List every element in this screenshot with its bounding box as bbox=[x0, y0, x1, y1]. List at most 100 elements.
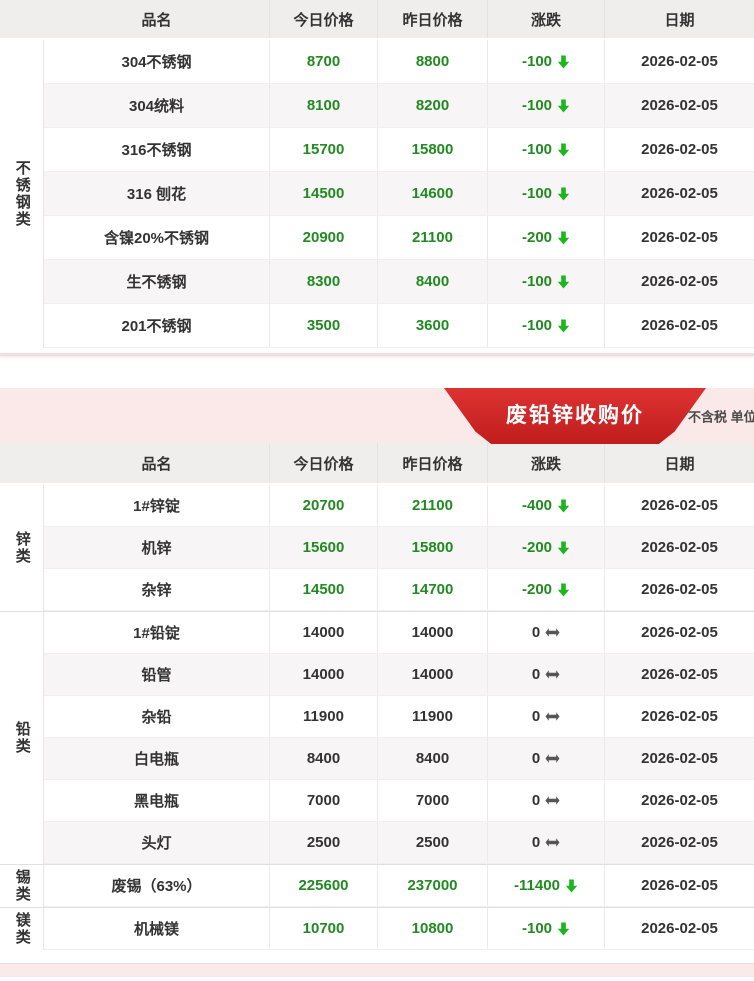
group-rows: 1#铅锭 14000 14000 0 2026-02-05 铅管 14000 14000 0 20… bbox=[44, 612, 754, 864]
section-title: 废铅锌收购价 bbox=[506, 404, 644, 427]
yesterday-price-cell: 21100 bbox=[378, 216, 488, 259]
section-banner: 废铅锌收购价 不含税 单位 bbox=[0, 388, 754, 444]
table-header: 品名 今日价格 昨日价格 涨跌 日期 bbox=[0, 0, 754, 38]
yesterday-price-cell: 15800 bbox=[378, 527, 488, 568]
change-value: 0 bbox=[531, 708, 541, 725]
change-value: 0 bbox=[531, 666, 541, 683]
change-cell: -200 bbox=[488, 216, 605, 259]
today-price-cell: 20700 bbox=[270, 485, 378, 526]
tax-unit-note: 不含税 单位 bbox=[688, 409, 754, 424]
product-name-cell: 1#锌锭 bbox=[44, 485, 270, 526]
product-name-cell: 生不锈钢 bbox=[44, 260, 270, 303]
yesterday-price-cell: 14000 bbox=[378, 612, 488, 653]
change-cell: -100 bbox=[488, 260, 605, 303]
today-price-cell: 14500 bbox=[270, 569, 378, 610]
flat-arrow-icon bbox=[545, 838, 560, 847]
group-rows: 304不锈钢 8700 8800 -100 2026-02-05 304统料 8100 820… bbox=[44, 40, 754, 348]
table-row: 白电瓶 8400 8400 0 2026-02-05 bbox=[44, 738, 754, 780]
change-value: -11400 bbox=[514, 877, 560, 894]
product-name-cell: 201不锈钢 bbox=[44, 304, 270, 347]
down-arrow-icon bbox=[557, 99, 570, 112]
down-arrow-icon bbox=[557, 187, 570, 200]
change-cell: 0 bbox=[488, 780, 605, 821]
yesterday-price-cell: 14000 bbox=[378, 654, 488, 695]
table-row: 304统料 8100 8200 -100 2026-02-05 bbox=[44, 84, 754, 128]
product-name-cell: 1#铅锭 bbox=[44, 612, 270, 653]
change-cell: 0 bbox=[488, 696, 605, 737]
table-row: 机锌 15600 15800 -200 2026-02-05 bbox=[44, 527, 754, 569]
header-spacer bbox=[0, 0, 44, 38]
table-body: 锌类 1#锌锭 20700 21100 -400 2026-02-05 机锌 15600 158… bbox=[0, 485, 754, 950]
flat-arrow-icon bbox=[545, 712, 560, 721]
product-name-cell: 机锌 bbox=[44, 527, 270, 568]
down-arrow-icon bbox=[557, 55, 570, 68]
yesterday-price-cell: 8400 bbox=[378, 260, 488, 303]
date-cell: 2026-02-05 bbox=[641, 920, 718, 937]
date-cell: 2026-02-05 bbox=[641, 497, 718, 514]
table-row: 1#锌锭 20700 21100 -400 2026-02-05 bbox=[44, 485, 754, 527]
product-name-cell: 头灯 bbox=[44, 822, 270, 863]
table-body: 不锈钢类 304不锈钢 8700 8800 -100 2026-02-05 304统料 810… bbox=[0, 40, 754, 348]
col-header-yesterday: 昨日价格 bbox=[378, 0, 488, 38]
date-cell: 2026-02-05 bbox=[641, 877, 718, 894]
change-value: 0 bbox=[531, 750, 541, 767]
col-header-change: 涨跌 bbox=[488, 0, 605, 38]
today-price-cell: 10700 bbox=[270, 908, 378, 949]
change-value: -100 bbox=[521, 317, 553, 334]
product-name-cell: 白电瓶 bbox=[44, 738, 270, 779]
table-row: 黑电瓶 7000 7000 0 2026-02-05 bbox=[44, 780, 754, 822]
yesterday-price-cell: 14600 bbox=[378, 172, 488, 215]
down-arrow-icon bbox=[557, 231, 570, 244]
change-cell: -11400 bbox=[488, 865, 605, 906]
date-cell: 2026-02-05 bbox=[641, 141, 718, 158]
category-group: 锌类 1#锌锭 20700 21100 -400 2026-02-05 机锌 15600 158… bbox=[0, 485, 754, 611]
category-sidebar: 铅类 bbox=[0, 612, 44, 864]
date-cell: 2026-02-05 bbox=[641, 581, 718, 598]
product-name-cell: 316 刨花 bbox=[44, 172, 270, 215]
change-value: -400 bbox=[521, 497, 553, 514]
yesterday-price-cell: 15800 bbox=[378, 128, 488, 171]
col-header-name: 品名 bbox=[44, 443, 270, 483]
change-cell: -200 bbox=[488, 569, 605, 610]
product-name-cell: 杂锌 bbox=[44, 569, 270, 610]
change-value: -200 bbox=[521, 581, 553, 598]
category-label: 锌类 bbox=[13, 531, 31, 565]
down-arrow-icon bbox=[557, 541, 570, 554]
today-price-cell: 14000 bbox=[270, 612, 378, 653]
ribbon-badge: 废铅锌收购价 bbox=[444, 388, 706, 444]
bottom-section-edge bbox=[0, 963, 754, 977]
change-cell: 0 bbox=[488, 738, 605, 779]
change-cell: 0 bbox=[488, 822, 605, 863]
change-value: -100 bbox=[521, 920, 553, 937]
date-cell: 2026-02-05 bbox=[641, 229, 718, 246]
down-arrow-icon bbox=[565, 879, 578, 892]
change-cell: -100 bbox=[488, 84, 605, 127]
category-group: 铅类 1#铅锭 14000 14000 0 2026-02-05 铅管 14000 14000 0… bbox=[0, 611, 754, 864]
change-cell: -100 bbox=[488, 128, 605, 171]
date-cell: 2026-02-05 bbox=[641, 750, 718, 767]
change-value: -200 bbox=[521, 229, 553, 246]
table-row: 杂锌 14500 14700 -200 2026-02-05 bbox=[44, 569, 754, 611]
today-price-cell: 15700 bbox=[270, 128, 378, 171]
table-row: 铅管 14000 14000 0 2026-02-05 bbox=[44, 654, 754, 696]
date-cell: 2026-02-05 bbox=[641, 708, 718, 725]
category-label: 镁类 bbox=[13, 912, 31, 946]
product-name-cell: 316不锈钢 bbox=[44, 128, 270, 171]
yesterday-price-cell: 10800 bbox=[378, 908, 488, 949]
group-rows: 1#锌锭 20700 21100 -400 2026-02-05 机锌 15600 15800… bbox=[44, 485, 754, 611]
change-cell: -200 bbox=[488, 527, 605, 568]
date-cell: 2026-02-05 bbox=[641, 317, 718, 334]
category-group: 锡类 废锡（63%） 225600 237000 -11400 2026-02-05 bbox=[0, 864, 754, 907]
group-rows: 废锡（63%） 225600 237000 -11400 2026-02-05 bbox=[44, 865, 754, 907]
today-price-cell: 2500 bbox=[270, 822, 378, 863]
down-arrow-icon bbox=[557, 922, 570, 935]
down-arrow-icon bbox=[557, 319, 570, 332]
product-name-cell: 304不锈钢 bbox=[44, 40, 270, 83]
today-price-cell: 8400 bbox=[270, 738, 378, 779]
today-price-cell: 3500 bbox=[270, 304, 378, 347]
section-divider bbox=[0, 353, 754, 356]
product-name-cell: 黑电瓶 bbox=[44, 780, 270, 821]
today-price-cell: 11900 bbox=[270, 696, 378, 737]
product-name-cell: 304统料 bbox=[44, 84, 270, 127]
date-cell: 2026-02-05 bbox=[641, 666, 718, 683]
